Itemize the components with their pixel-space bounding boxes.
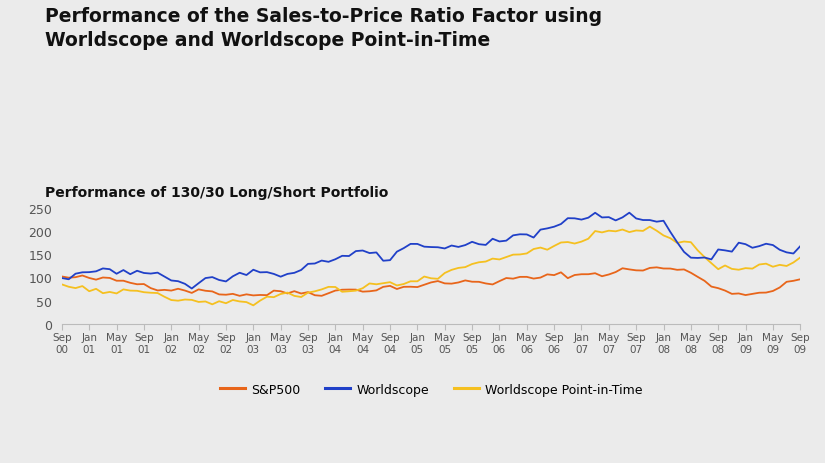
Legend: S&P500, Worldscope, Worldscope Point-in-Time: S&P500, Worldscope, Worldscope Point-in-…	[214, 378, 648, 401]
Text: Performance of the Sales-to-Price Ratio Factor using
Worldscope and Worldscope P: Performance of the Sales-to-Price Ratio …	[45, 7, 602, 50]
Text: Performance of 130/30 Long/Short Portfolio: Performance of 130/30 Long/Short Portfol…	[45, 185, 389, 199]
